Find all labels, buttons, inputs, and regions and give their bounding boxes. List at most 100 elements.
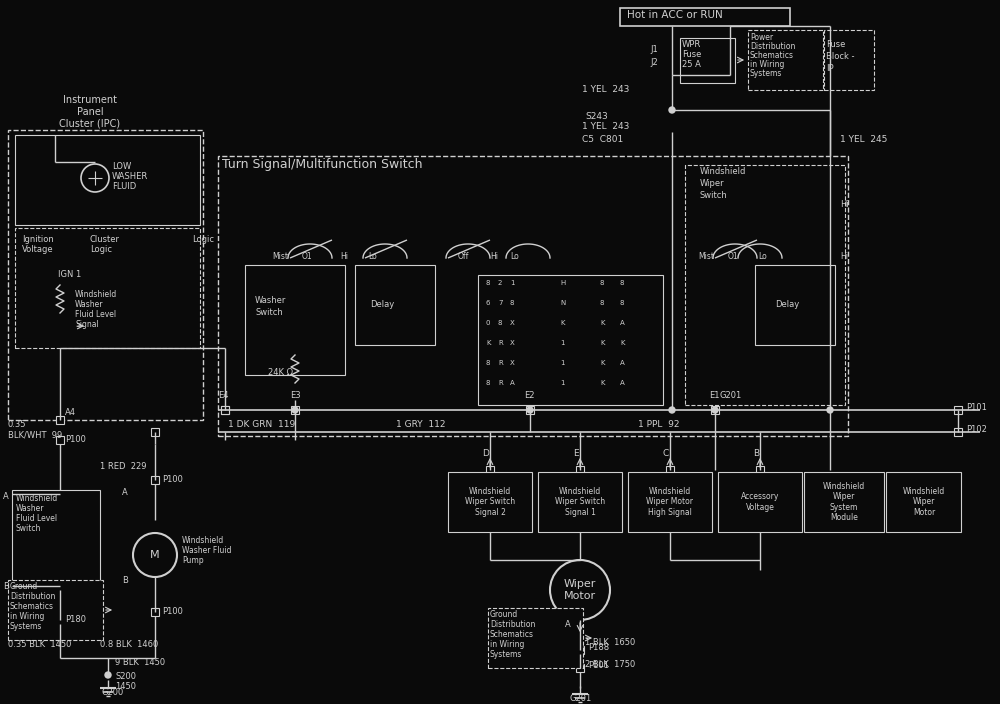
Text: Washer: Washer bbox=[75, 300, 104, 309]
Text: Windshield
Wiper Motor
High Signal: Windshield Wiper Motor High Signal bbox=[646, 487, 694, 517]
Text: Lo: Lo bbox=[510, 252, 519, 261]
Text: 1 BLK  1650: 1 BLK 1650 bbox=[585, 638, 635, 647]
Text: E3: E3 bbox=[290, 391, 301, 400]
Bar bbox=[486, 466, 494, 474]
Bar bbox=[15, 135, 200, 225]
Text: J1: J1 bbox=[650, 45, 658, 54]
Bar bbox=[824, 30, 874, 90]
Text: S200: S200 bbox=[115, 672, 136, 681]
Text: A: A bbox=[510, 380, 515, 386]
Circle shape bbox=[669, 407, 675, 413]
Text: R: R bbox=[498, 340, 503, 346]
Text: 8: 8 bbox=[620, 280, 624, 286]
Circle shape bbox=[550, 560, 610, 620]
Bar bbox=[756, 466, 764, 474]
Bar bbox=[8, 130, 203, 420]
Bar bbox=[680, 38, 735, 83]
Text: Windshield: Windshield bbox=[75, 290, 117, 299]
Text: Hi: Hi bbox=[340, 252, 348, 261]
Text: C5  C801: C5 C801 bbox=[582, 135, 623, 144]
Text: Wiper
Motor: Wiper Motor bbox=[564, 579, 596, 601]
Text: Wiper: Wiper bbox=[700, 179, 725, 188]
Text: Power: Power bbox=[750, 33, 773, 42]
Circle shape bbox=[827, 407, 833, 413]
Bar bbox=[488, 608, 583, 668]
Bar bbox=[151, 428, 159, 436]
Circle shape bbox=[712, 407, 718, 413]
Text: P100: P100 bbox=[162, 475, 183, 484]
Text: G201: G201 bbox=[720, 391, 742, 400]
Text: D: D bbox=[483, 449, 489, 458]
Text: 0.35 BLK  1450: 0.35 BLK 1450 bbox=[8, 640, 71, 649]
Text: Signal: Signal bbox=[75, 320, 99, 329]
Text: G201: G201 bbox=[570, 694, 592, 703]
Text: A: A bbox=[620, 320, 625, 326]
Text: A4: A4 bbox=[65, 408, 76, 417]
Text: 8: 8 bbox=[600, 280, 604, 286]
Text: Logic: Logic bbox=[192, 235, 214, 244]
Text: R: R bbox=[498, 380, 503, 386]
Text: N: N bbox=[560, 300, 565, 306]
Text: 7: 7 bbox=[498, 300, 503, 306]
Text: 1: 1 bbox=[560, 340, 564, 346]
Text: IGN 1: IGN 1 bbox=[58, 270, 81, 279]
Text: Fluid Level: Fluid Level bbox=[75, 310, 116, 319]
Text: WPR: WPR bbox=[682, 40, 701, 49]
Text: 1: 1 bbox=[560, 360, 564, 366]
Text: P188: P188 bbox=[588, 643, 609, 653]
Text: P101: P101 bbox=[966, 403, 987, 413]
Text: A: A bbox=[620, 360, 625, 366]
Bar bbox=[56, 436, 64, 444]
Circle shape bbox=[81, 164, 109, 192]
Text: C: C bbox=[663, 449, 669, 458]
Bar bbox=[15, 228, 200, 348]
Bar bbox=[755, 265, 835, 345]
Text: WASHER: WASHER bbox=[112, 172, 148, 181]
Text: P100: P100 bbox=[65, 436, 86, 444]
Text: Off: Off bbox=[458, 252, 469, 261]
Bar bbox=[56, 616, 64, 624]
Bar bbox=[954, 428, 962, 436]
Text: 25 A: 25 A bbox=[682, 60, 701, 69]
Text: O1: O1 bbox=[302, 252, 313, 261]
Text: Windshield: Windshield bbox=[182, 536, 224, 545]
Text: Turn Signal/Multifunction Switch: Turn Signal/Multifunction Switch bbox=[222, 158, 422, 171]
Text: Windshield: Windshield bbox=[16, 494, 58, 503]
Text: Switch: Switch bbox=[16, 524, 41, 533]
Text: 1450: 1450 bbox=[115, 682, 136, 691]
Bar bbox=[448, 472, 532, 532]
Text: Schematics: Schematics bbox=[750, 51, 794, 60]
Text: M: M bbox=[150, 550, 160, 560]
Text: 1: 1 bbox=[560, 380, 564, 386]
Text: E: E bbox=[573, 449, 579, 458]
Bar bbox=[478, 275, 663, 405]
Text: Delay: Delay bbox=[370, 300, 394, 309]
Text: R: R bbox=[498, 360, 503, 366]
Bar bbox=[886, 472, 961, 532]
Text: in Wiring: in Wiring bbox=[750, 60, 784, 69]
Text: K: K bbox=[620, 340, 624, 346]
Text: Lo: Lo bbox=[368, 252, 377, 261]
Circle shape bbox=[527, 407, 533, 413]
Text: 1 DK GRN  119: 1 DK GRN 119 bbox=[228, 420, 295, 429]
Text: Fuse: Fuse bbox=[826, 40, 845, 49]
Bar bbox=[666, 466, 674, 474]
Bar bbox=[620, 8, 790, 26]
Text: 0.35: 0.35 bbox=[8, 420, 26, 429]
Bar bbox=[538, 472, 622, 532]
Text: Schematics: Schematics bbox=[490, 630, 534, 639]
Text: 1 PPL  92: 1 PPL 92 bbox=[638, 420, 680, 429]
Text: FLUID: FLUID bbox=[112, 182, 136, 191]
Text: Mist: Mist bbox=[272, 252, 288, 261]
Text: Fuse: Fuse bbox=[682, 50, 701, 59]
Text: Delay: Delay bbox=[775, 300, 799, 309]
Text: K: K bbox=[600, 360, 604, 366]
Text: Block -: Block - bbox=[826, 52, 854, 61]
Text: 1 RED  229: 1 RED 229 bbox=[100, 462, 146, 471]
Text: 0.8 BLK  1460: 0.8 BLK 1460 bbox=[100, 640, 158, 649]
Text: Systems: Systems bbox=[10, 622, 42, 631]
Text: Hi: Hi bbox=[840, 200, 849, 209]
Text: 2 BLK  1750: 2 BLK 1750 bbox=[585, 660, 635, 669]
Text: S243: S243 bbox=[585, 112, 608, 121]
Text: Hot in ACC or RUN: Hot in ACC or RUN bbox=[627, 10, 723, 20]
